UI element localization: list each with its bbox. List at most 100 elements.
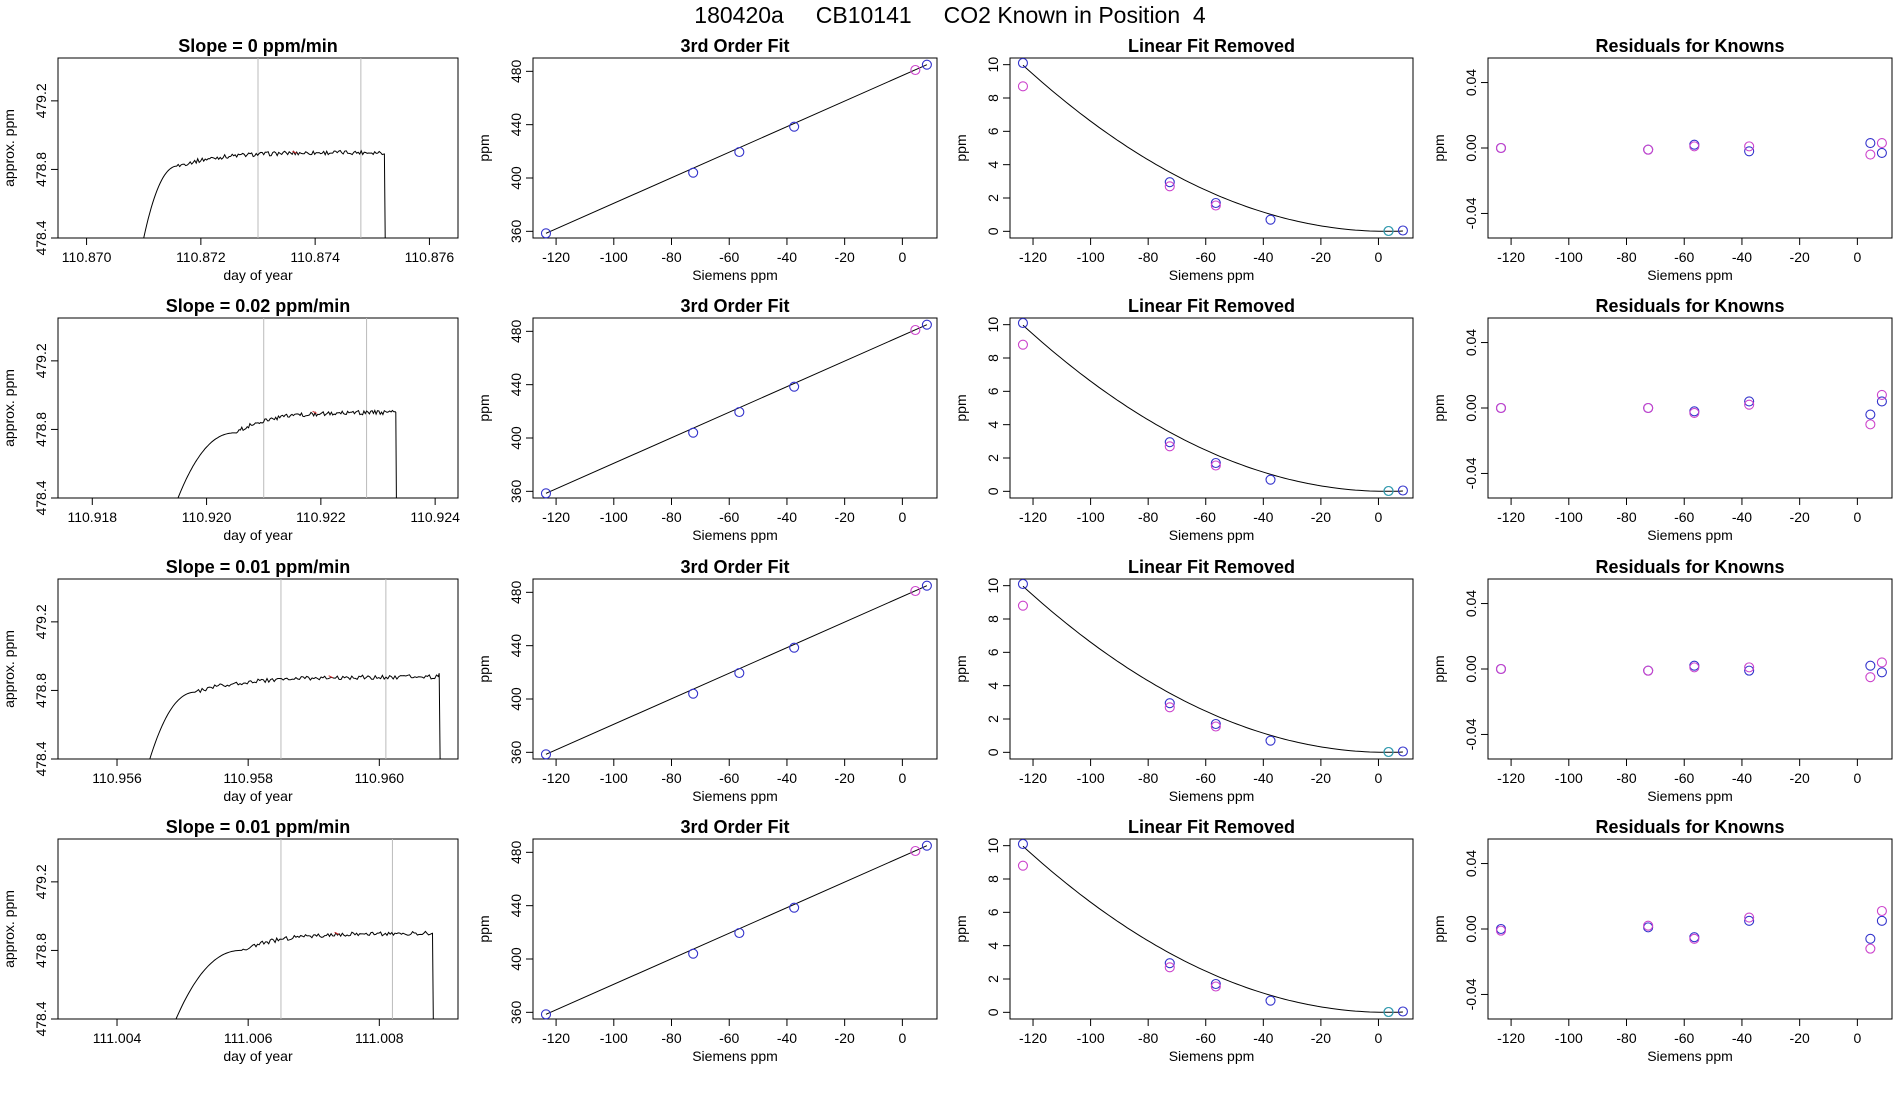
panel-title: 3rd Order Fit [680,296,789,316]
x-tick-label: 0 [1375,249,1383,265]
x-tick-label: -60 [1196,249,1216,265]
x-tick-label: -20 [1790,249,1810,265]
x-tick-label: -40 [1253,770,1273,786]
y-tick-label: 479.2 [33,604,49,639]
y-tick-label: 360 [508,219,524,243]
plot-frame [57,838,459,1020]
x-tick-label: 110.920 [182,509,232,525]
y-tick-label: 479.2 [33,83,49,118]
x-tick-label: -100 [600,509,628,525]
plot-frame [1487,838,1893,1020]
x-tick-label: -60 [719,249,739,265]
x-axis-label: Siemens ppm [692,527,778,543]
data-point [1397,746,1408,757]
data-point [1865,672,1876,683]
data-point [1210,718,1221,730]
data-point [1876,905,1887,917]
x-tick-label: -20 [835,1030,855,1046]
x-tick-label: -20 [1311,249,1331,265]
y-tick-label: -0.04 [1463,978,1479,1010]
data-point [1643,402,1654,414]
data-point [1744,396,1755,407]
x-tick-label: -120 [542,770,570,786]
y-tick-label: 479.2 [33,343,49,378]
data-point [1164,177,1175,188]
data-point [1265,214,1276,225]
panel-4-1: Slope = 0.01 ppm/min 111.004 111.006 111.00… [1,817,459,1064]
y-axis-label: approx. ppm [1,369,17,447]
data-point [1210,457,1221,469]
x-axis-label: day of year [223,267,293,283]
x-tick-label: -80 [1138,1030,1158,1046]
panel-2-2: 3rd Order Fit -120 -100 -80 -60 -40 -20 0 360 400… [476,296,938,543]
panel-2-1: Slope = 0.02 ppm/min 110.918 110.920 110.92… [1,296,460,543]
x-tick-label: -100 [1077,249,1105,265]
x-tick-label: -40 [1253,1030,1273,1046]
x-tick-label: 111.004 [93,1030,142,1046]
x-tick-label: -80 [1138,509,1158,525]
plot-frame [532,838,938,1020]
x-tick-label: 110.956 [92,770,142,786]
x-tick-label: -80 [1616,770,1636,786]
x-tick-label: 110.958 [223,770,273,786]
y-axis-label: ppm [476,394,492,421]
data-point [1495,142,1507,154]
data-point [1017,57,1029,69]
y-tick-label: 4 [985,682,1001,690]
x-tick-label: 111.008 [355,1030,404,1046]
y-tick-label: 0.04 [1463,329,1479,356]
data-point [1383,1006,1394,1018]
data-point [1210,200,1221,211]
plot-frame [57,578,459,760]
data-point [1643,665,1654,676]
data-point [1876,396,1887,407]
x-tick-label: -120 [1497,509,1525,525]
data-point [1210,721,1221,732]
x-tick-label: 0 [1375,770,1383,786]
x-tick-label: 0 [1375,509,1383,525]
x-tick-label: -40 [1253,509,1273,525]
x-axis-label: Siemens ppm [1169,788,1255,804]
data-point [1865,660,1876,671]
x-tick-label: -80 [1616,509,1636,525]
plot-frame [1009,57,1414,239]
panel-1-2: 3rd Order Fit -120 -100 -80 -60 -40 -20 0 360 400… [476,36,938,283]
y-tick-label: 6 [985,648,1001,656]
x-axis-label: Siemens ppm [1169,1048,1255,1064]
y-tick-label: 2 [985,715,1001,723]
y-tick-label: 10 [985,838,1001,854]
data-point [921,840,932,851]
data-point [789,381,800,392]
y-tick-label: 8 [985,94,1001,102]
panel-3-3: Linear Fit Removed -120 -100 -80 -60 -40 -20 0 0… [953,557,1414,804]
data-point [1689,933,1700,944]
y-tick-label: 440 [508,113,524,137]
data-point [1744,662,1755,673]
data-point [1017,317,1029,329]
panel-title: Linear Fit Removed [1128,557,1295,577]
x-tick-label: -60 [719,1030,739,1046]
y-tick-label: 478.8 [33,673,49,708]
panel-title: Residuals for Knowns [1595,296,1784,316]
x-tick-label: 0 [1853,1030,1861,1046]
x-tick-label: 110.922 [296,509,346,525]
y-tick-label: 360 [508,1000,524,1024]
data-point [1744,912,1755,923]
x-tick-label: -60 [1196,770,1216,786]
y-tick-label: 400 [508,166,524,190]
x-tick-label: 110.924 [410,509,460,525]
x-tick-label: -60 [719,770,739,786]
analyzer-trace [149,673,441,760]
data-point [1383,225,1394,237]
y-tick-label: 360 [508,479,524,503]
y-tick-label: 0.04 [1463,850,1479,877]
x-tick-label: -100 [1077,1030,1105,1046]
fit-line [545,585,928,755]
y-axis-label: ppm [476,655,492,682]
data-point [910,585,921,597]
y-axis-label: ppm [953,915,969,942]
y-tick-label: 480 [508,59,524,83]
data-point [734,667,745,679]
x-tick-label: -60 [1674,249,1694,265]
data-point [910,845,921,857]
